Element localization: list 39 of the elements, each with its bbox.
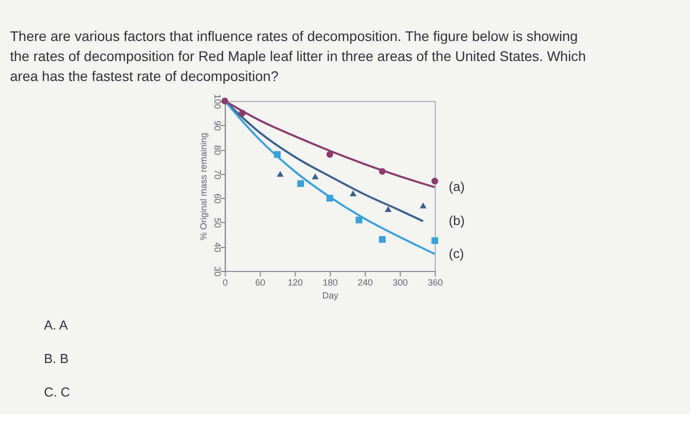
point	[238, 110, 246, 116]
point	[431, 237, 438, 244]
y-tick-label: 30	[212, 266, 222, 277]
text: B. B	[44, 351, 69, 366]
point	[356, 216, 362, 224]
chart-title: There are various factors that influence rates of decomposition. The figure below is showing the rates of decomposition for Red Maple leaf litter in three areas of the United States. Which area has the fastest rate of decomposition?	[10, 28, 586, 84]
point	[274, 151, 281, 158]
x-tick-label: 60	[255, 278, 266, 288]
y-tick-label: 70	[212, 169, 222, 180]
y-tick-label: 40	[212, 242, 222, 252]
y-tick-label: 50	[212, 218, 222, 228]
x-tick-label: 0	[222, 278, 228, 288]
point	[378, 236, 386, 243]
y-tick-label: 100	[212, 94, 222, 110]
text: A. A	[44, 318, 68, 333]
point	[431, 178, 438, 184]
point	[276, 170, 284, 177]
x-tick-label: 360	[428, 278, 443, 288]
point	[378, 168, 386, 175]
y-axis-title: % Original mass remaining	[198, 132, 208, 240]
point	[384, 206, 392, 212]
y-tick-label: 60	[212, 194, 222, 204]
y-tick-label: 90	[212, 120, 222, 131]
x-tick-label: 240	[358, 278, 373, 288]
x-tick-label: 180	[322, 278, 338, 288]
series-label: (a)	[448, 179, 465, 194]
point	[312, 173, 319, 180]
point	[350, 190, 356, 196]
y-tick-label: 80	[212, 145, 222, 156]
series-label: (c)	[448, 246, 464, 261]
x-tick-label: 120	[288, 278, 303, 288]
point	[326, 151, 334, 158]
x-axis-title: Day	[322, 290, 339, 300]
point	[326, 194, 334, 202]
text: C. C	[44, 384, 70, 400]
x-tick-label: 300	[392, 278, 408, 288]
point	[297, 180, 304, 187]
point	[420, 202, 426, 208]
series-label: (b)	[448, 213, 465, 228]
